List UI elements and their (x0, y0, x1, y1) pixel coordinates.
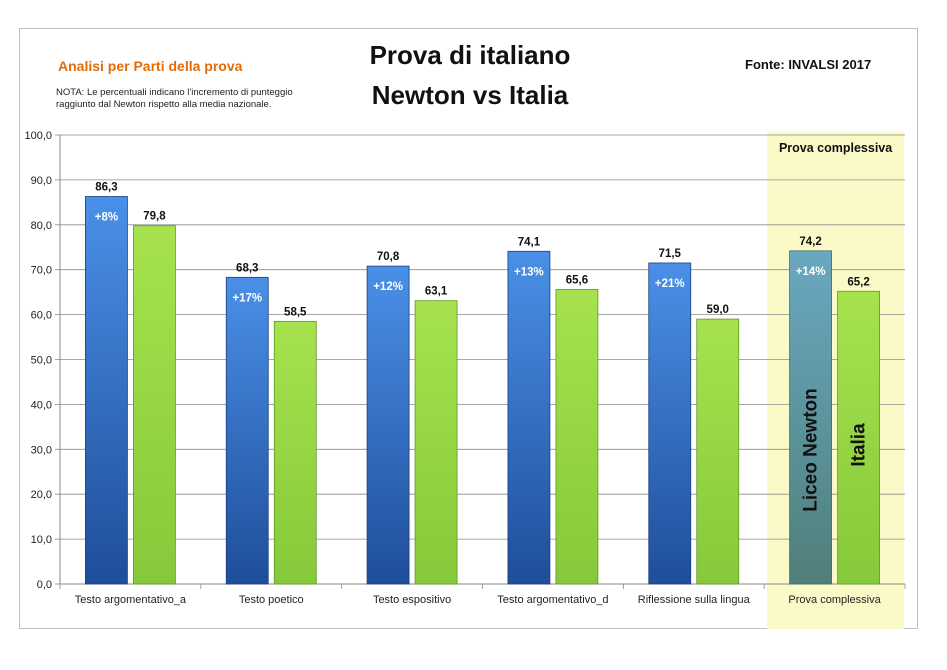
newton-bar (648, 262, 692, 585)
chart-source: Fonte: INVALSI 2017 (745, 57, 872, 72)
newton-value-label: 70,8 (377, 251, 400, 263)
y-tick-label: 80,0 (31, 220, 52, 232)
italia-value-label: 63,1 (425, 286, 448, 298)
newton-value-label: 68,3 (236, 262, 258, 274)
newton-bar (366, 265, 410, 585)
newton-value-label: 74,2 (799, 236, 821, 248)
x-category-label: Testo espositivo (373, 594, 451, 606)
x-category-label: Riflessione sulla lingua (638, 594, 751, 606)
increment-label: +12% (373, 281, 403, 293)
highlight-background (767, 132, 904, 629)
italia-value-label: 79,8 (143, 211, 166, 223)
newton-bar (85, 196, 128, 585)
series-name-newton: Liceo Newton (801, 388, 822, 512)
y-tick-label: 30,0 (31, 444, 52, 456)
x-category-label: Testo argomentativo_d (497, 594, 608, 606)
italia-value-label: 59,0 (707, 304, 729, 316)
italia-bar (414, 300, 458, 585)
newton-value-label: 71,5 (659, 248, 682, 260)
y-tick-label: 50,0 (31, 355, 52, 367)
newton-bar (225, 276, 269, 585)
chart-subtitle: Analisi per Parti della prova (58, 58, 243, 74)
newton-value-label: 74,1 (518, 236, 541, 248)
y-tick-label: 40,0 (31, 399, 52, 411)
italia-value-label: 65,6 (566, 274, 588, 286)
chart-title-line-1: Prova di italiano (369, 40, 571, 70)
increment-label: +8% (95, 212, 118, 224)
newton-bar (507, 250, 551, 585)
series-name-italia: Italia (849, 423, 870, 467)
y-tick-label: 10,0 (31, 534, 52, 546)
chart-title-line-2: Newton vs Italia (371, 80, 569, 110)
increment-label: +14% (796, 266, 826, 278)
chart-note: NOTA: Le percentuali indicano l'incremen… (56, 87, 293, 110)
newton-value-label: 86,3 (95, 182, 117, 194)
italia-value-label: 58,5 (284, 306, 307, 318)
y-tick-label: 0,0 (37, 579, 52, 591)
x-category-label: Testo argomentativo_a (75, 594, 187, 606)
italia-value-label: 65,2 (847, 276, 869, 288)
y-tick-label: 90,0 (31, 175, 52, 187)
italia-bar (133, 225, 176, 585)
y-tick-label: 20,0 (31, 489, 52, 501)
increment-label: +21% (655, 278, 685, 290)
x-category-label: Testo poetico (239, 594, 304, 606)
highlight-label: Prova complessiva (779, 141, 893, 155)
italia-bar (555, 289, 599, 585)
x-category-label: Prova complessiva (788, 594, 881, 606)
italia-bar (837, 290, 880, 585)
y-tick-label: 60,0 (31, 310, 52, 322)
y-tick-label: 70,0 (31, 265, 52, 277)
increment-label: +13% (514, 266, 544, 278)
y-tick-label: 100,0 (24, 130, 52, 142)
italia-bar (696, 318, 740, 585)
increment-label: +17% (232, 292, 262, 304)
newton-bar (789, 250, 832, 585)
italia-bar (273, 320, 317, 585)
